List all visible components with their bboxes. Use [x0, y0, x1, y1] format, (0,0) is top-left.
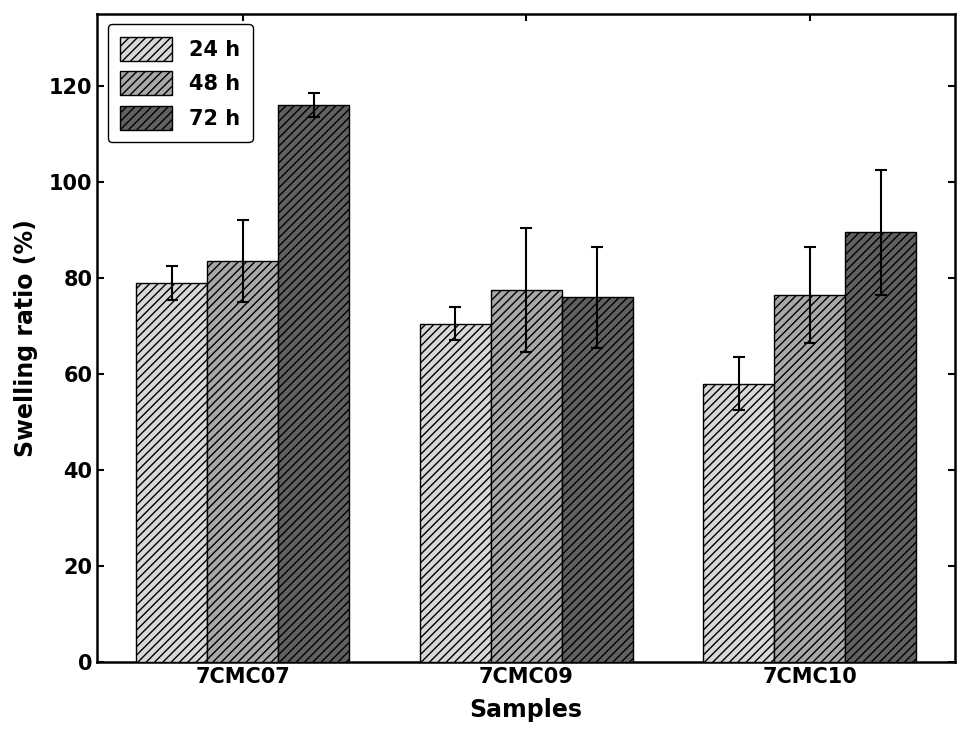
Legend: 24 h, 48 h, 72 h: 24 h, 48 h, 72 h	[108, 24, 253, 142]
Bar	[490, 290, 562, 662]
X-axis label: Samples: Samples	[470, 698, 582, 722]
Bar	[562, 297, 633, 662]
Bar	[137, 283, 207, 662]
Y-axis label: Swelling ratio (%): Swelling ratio (%)	[14, 219, 38, 457]
Bar	[420, 324, 490, 662]
Bar	[774, 295, 845, 662]
Bar	[703, 383, 774, 662]
Bar	[845, 233, 916, 662]
Bar	[278, 105, 349, 662]
Bar	[207, 261, 278, 662]
